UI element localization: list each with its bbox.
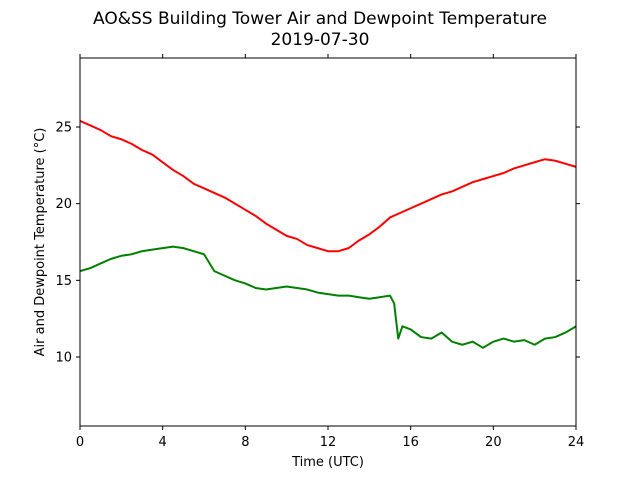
y-tick-label-1: 15 [55,274,72,289]
x-axis-label: Time (UTC) [291,455,364,470]
x-tick-label-3: 12 [320,435,337,450]
x-tick-label-2: 8 [241,435,249,450]
chart-subtitle: 2019-07-30 [271,30,370,50]
y-tick-label-3: 25 [55,121,72,136]
x-tick-label-1: 4 [159,435,167,450]
y-tick-label-2: 20 [55,197,72,212]
y-axis-label: Air and Dewpoint Temperature (°C) [33,128,48,357]
x-tick-label-5: 20 [485,435,502,450]
y-tick-label-0: 10 [55,351,72,366]
x-tick-label-0: 0 [76,435,84,450]
chart-title: AO&SS Building Tower Air and Dewpoint Te… [93,9,547,29]
ticks-layer: 0 4 8 12 16 20 24 10 15 20 25 [55,54,584,450]
series-line-1 [79,245,577,349]
series-line-0 [79,119,577,253]
x-tick-label-4: 16 [402,435,419,450]
x-tick-label-6: 24 [568,435,585,450]
series-layer [79,119,577,349]
plot-frame [79,57,577,427]
